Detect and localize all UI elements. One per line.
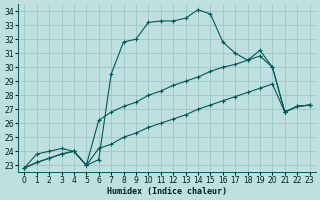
X-axis label: Humidex (Indice chaleur): Humidex (Indice chaleur) <box>107 187 227 196</box>
